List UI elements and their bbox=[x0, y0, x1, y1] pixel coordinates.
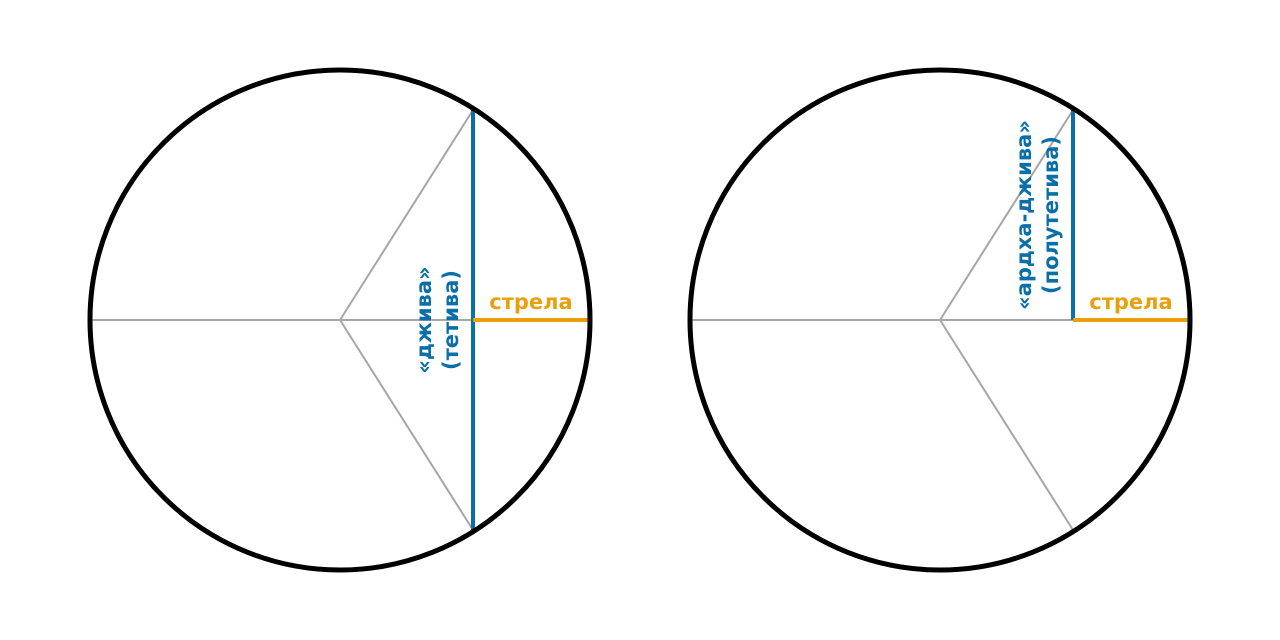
left-circle bbox=[87, 67, 593, 573]
right-arrow-label: стрела bbox=[1089, 290, 1172, 314]
left-arrow-label: стрела bbox=[489, 290, 572, 314]
right-chord-label-line2: (полутетива) bbox=[1039, 136, 1063, 294]
left-radius-upper bbox=[339, 109, 474, 321]
left-chord-label-line2: (тетива) bbox=[439, 270, 463, 370]
right-radius-upper bbox=[939, 109, 1074, 321]
right-chord-label-line1: «ардха-джива» bbox=[1012, 120, 1036, 310]
left-chord-label-line1: «джива» bbox=[412, 266, 436, 373]
left-radius-lower bbox=[339, 319, 474, 531]
right-radius-lower bbox=[939, 319, 1074, 531]
left-diagram: «джива» (тетива) стрела bbox=[87, 67, 593, 573]
right-circle bbox=[687, 67, 1193, 573]
right-diagram: «ардха-джива» (полутетива) стрела bbox=[687, 67, 1193, 573]
